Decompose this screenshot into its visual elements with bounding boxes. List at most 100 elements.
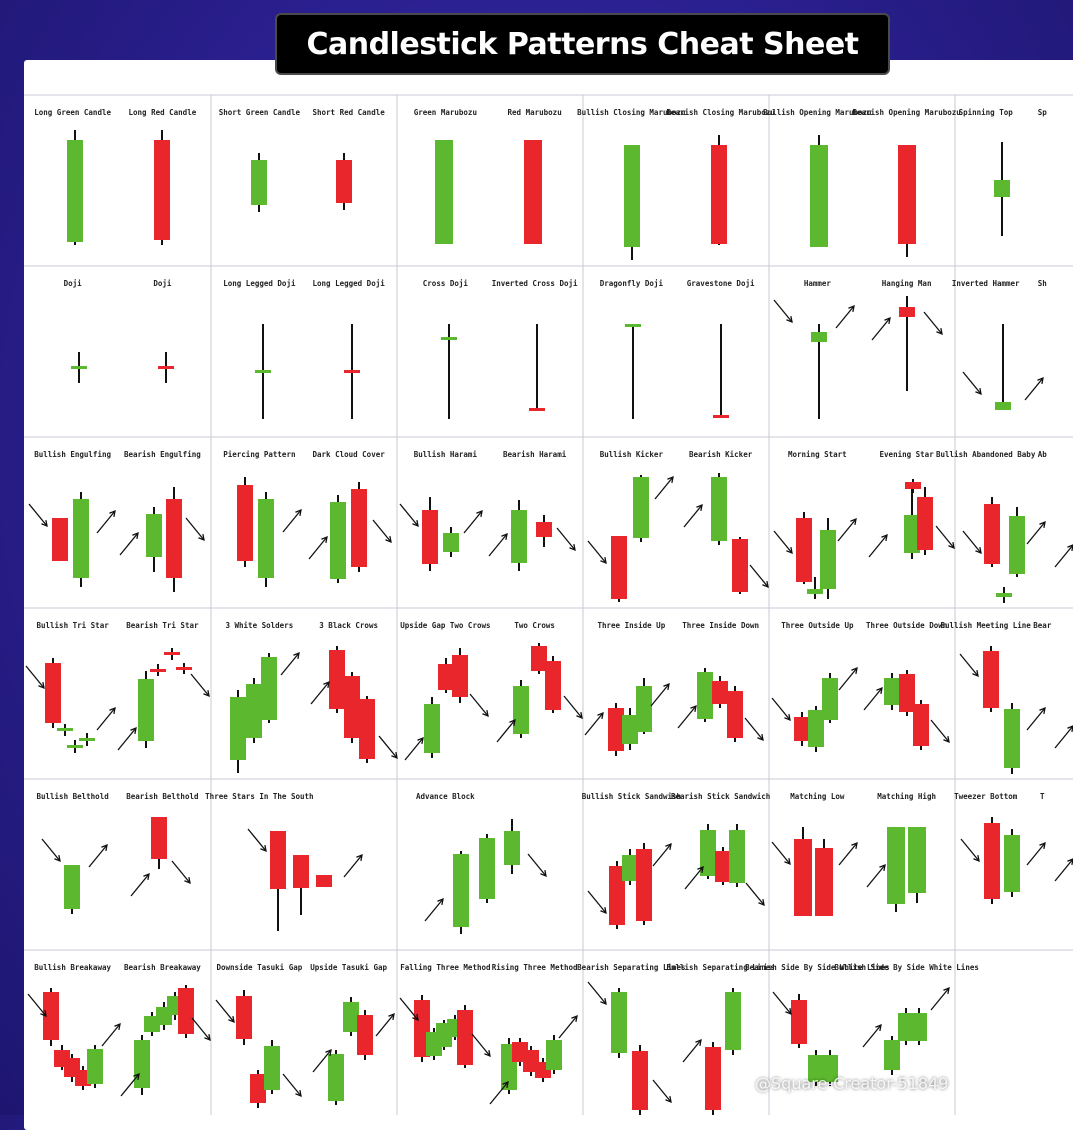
trend-arrow (130, 873, 150, 897)
candle-body (625, 324, 641, 327)
candle-body (329, 650, 345, 709)
arrow-head (323, 680, 330, 689)
pattern-label: Doji (64, 279, 83, 288)
arrow-head (325, 1048, 332, 1057)
arrow-head (260, 844, 267, 853)
arrow-head (1039, 520, 1046, 529)
candle-body (633, 477, 649, 538)
pattern-label: Green Marubozu (414, 108, 477, 117)
candle-body (264, 1046, 280, 1090)
candle-body (822, 678, 838, 720)
trend-arrow (399, 997, 419, 1021)
arrow-head (412, 519, 419, 528)
candle-body (344, 370, 360, 373)
candle-body (330, 502, 346, 579)
candle-body (822, 1055, 838, 1082)
candle-body (632, 1051, 648, 1110)
arrow-head (786, 315, 793, 324)
candle-body (810, 145, 828, 247)
trend-arrow (424, 898, 444, 922)
pattern-label: Inverted Cross Doji (492, 279, 578, 288)
pattern-label: Bearish Breakaway (124, 963, 201, 972)
candle-body (1009, 516, 1025, 574)
arrow-head (695, 1038, 702, 1047)
trend-arrow (773, 530, 793, 554)
trend-arrow (404, 737, 424, 761)
pattern-label: Bullish Abandoned Baby (936, 450, 1036, 459)
arrow-head (785, 1007, 792, 1016)
trend-arrow (683, 504, 703, 528)
arrow-head (184, 876, 191, 885)
pattern-label: Bullish Engulfing (34, 450, 111, 459)
trend-arrow (1026, 521, 1046, 545)
candle-body (513, 686, 529, 734)
trend-arrow (587, 981, 607, 1005)
pattern-label: Bullish Belthold (36, 792, 108, 801)
trend-arrow (282, 509, 302, 533)
arrow-head (665, 1095, 672, 1104)
candle-body (435, 140, 453, 244)
candle-body (727, 691, 743, 738)
candle-body (794, 839, 812, 916)
arrow-head (875, 1023, 882, 1032)
arrow-head (973, 854, 980, 863)
arrow-head (975, 387, 982, 396)
candle-body (67, 140, 83, 242)
trend-arrow (962, 530, 982, 554)
arrow-head (482, 709, 489, 718)
arrow-head (417, 736, 424, 745)
arrow-head (41, 519, 48, 528)
candle-body (176, 667, 192, 670)
arrow-head (133, 1072, 140, 1081)
page-title: Candlestick Patterns Cheat Sheet (306, 26, 859, 62)
candle-body (261, 657, 277, 720)
candle-body (336, 160, 352, 203)
pattern-label: Three Outside Up (781, 621, 854, 630)
candle-body (622, 855, 638, 881)
candle-body (258, 499, 274, 578)
pattern-label: Bearish Kicker (689, 450, 753, 459)
candle-body (995, 402, 1011, 410)
trend-arrow (101, 1023, 121, 1047)
trend-arrow (190, 673, 210, 697)
arrow-head (972, 669, 979, 678)
arrow-head (54, 854, 61, 863)
candle-body (270, 831, 286, 889)
pattern-label: Dark Cloud Cover (313, 450, 386, 459)
candle-body (898, 1013, 914, 1041)
candle-body (424, 704, 440, 753)
trend-arrow (684, 866, 704, 890)
pattern-label: Downside Tasuki Gap (216, 963, 302, 972)
candle-body (422, 510, 438, 564)
trend-arrow (772, 991, 792, 1015)
candle-body (711, 145, 727, 244)
candle-body (45, 663, 61, 723)
candle-body (87, 1049, 103, 1084)
candle-body (811, 332, 827, 342)
candle-body (452, 655, 468, 697)
trend-arrow (1054, 858, 1073, 882)
trend-arrow (1026, 707, 1046, 731)
trend-arrow (935, 525, 955, 549)
arrow-head (109, 706, 116, 715)
candle-body (908, 827, 926, 893)
trend-arrow (120, 1073, 140, 1097)
pattern-label: Bearish Stick Sandwich (671, 792, 770, 801)
candle-body (911, 1013, 927, 1041)
trend-arrow (652, 843, 672, 867)
candle-body (899, 674, 915, 712)
pattern-label: Bearish Harami (503, 450, 567, 459)
candle-body (983, 651, 999, 708)
candle-body (479, 838, 495, 899)
candle-body (438, 664, 454, 690)
pattern-label: Long Legged Doji (223, 279, 296, 288)
candle-body (711, 477, 727, 541)
candle-body (636, 686, 652, 732)
pattern-label: Ab (1038, 450, 1048, 459)
arrow-head (1039, 706, 1046, 715)
arrow-head (501, 532, 508, 541)
pattern-label: Upside Tasuki Gap (310, 963, 387, 972)
arrow-head (569, 543, 576, 552)
trend-arrow (527, 853, 547, 877)
trend-arrow (587, 540, 607, 564)
